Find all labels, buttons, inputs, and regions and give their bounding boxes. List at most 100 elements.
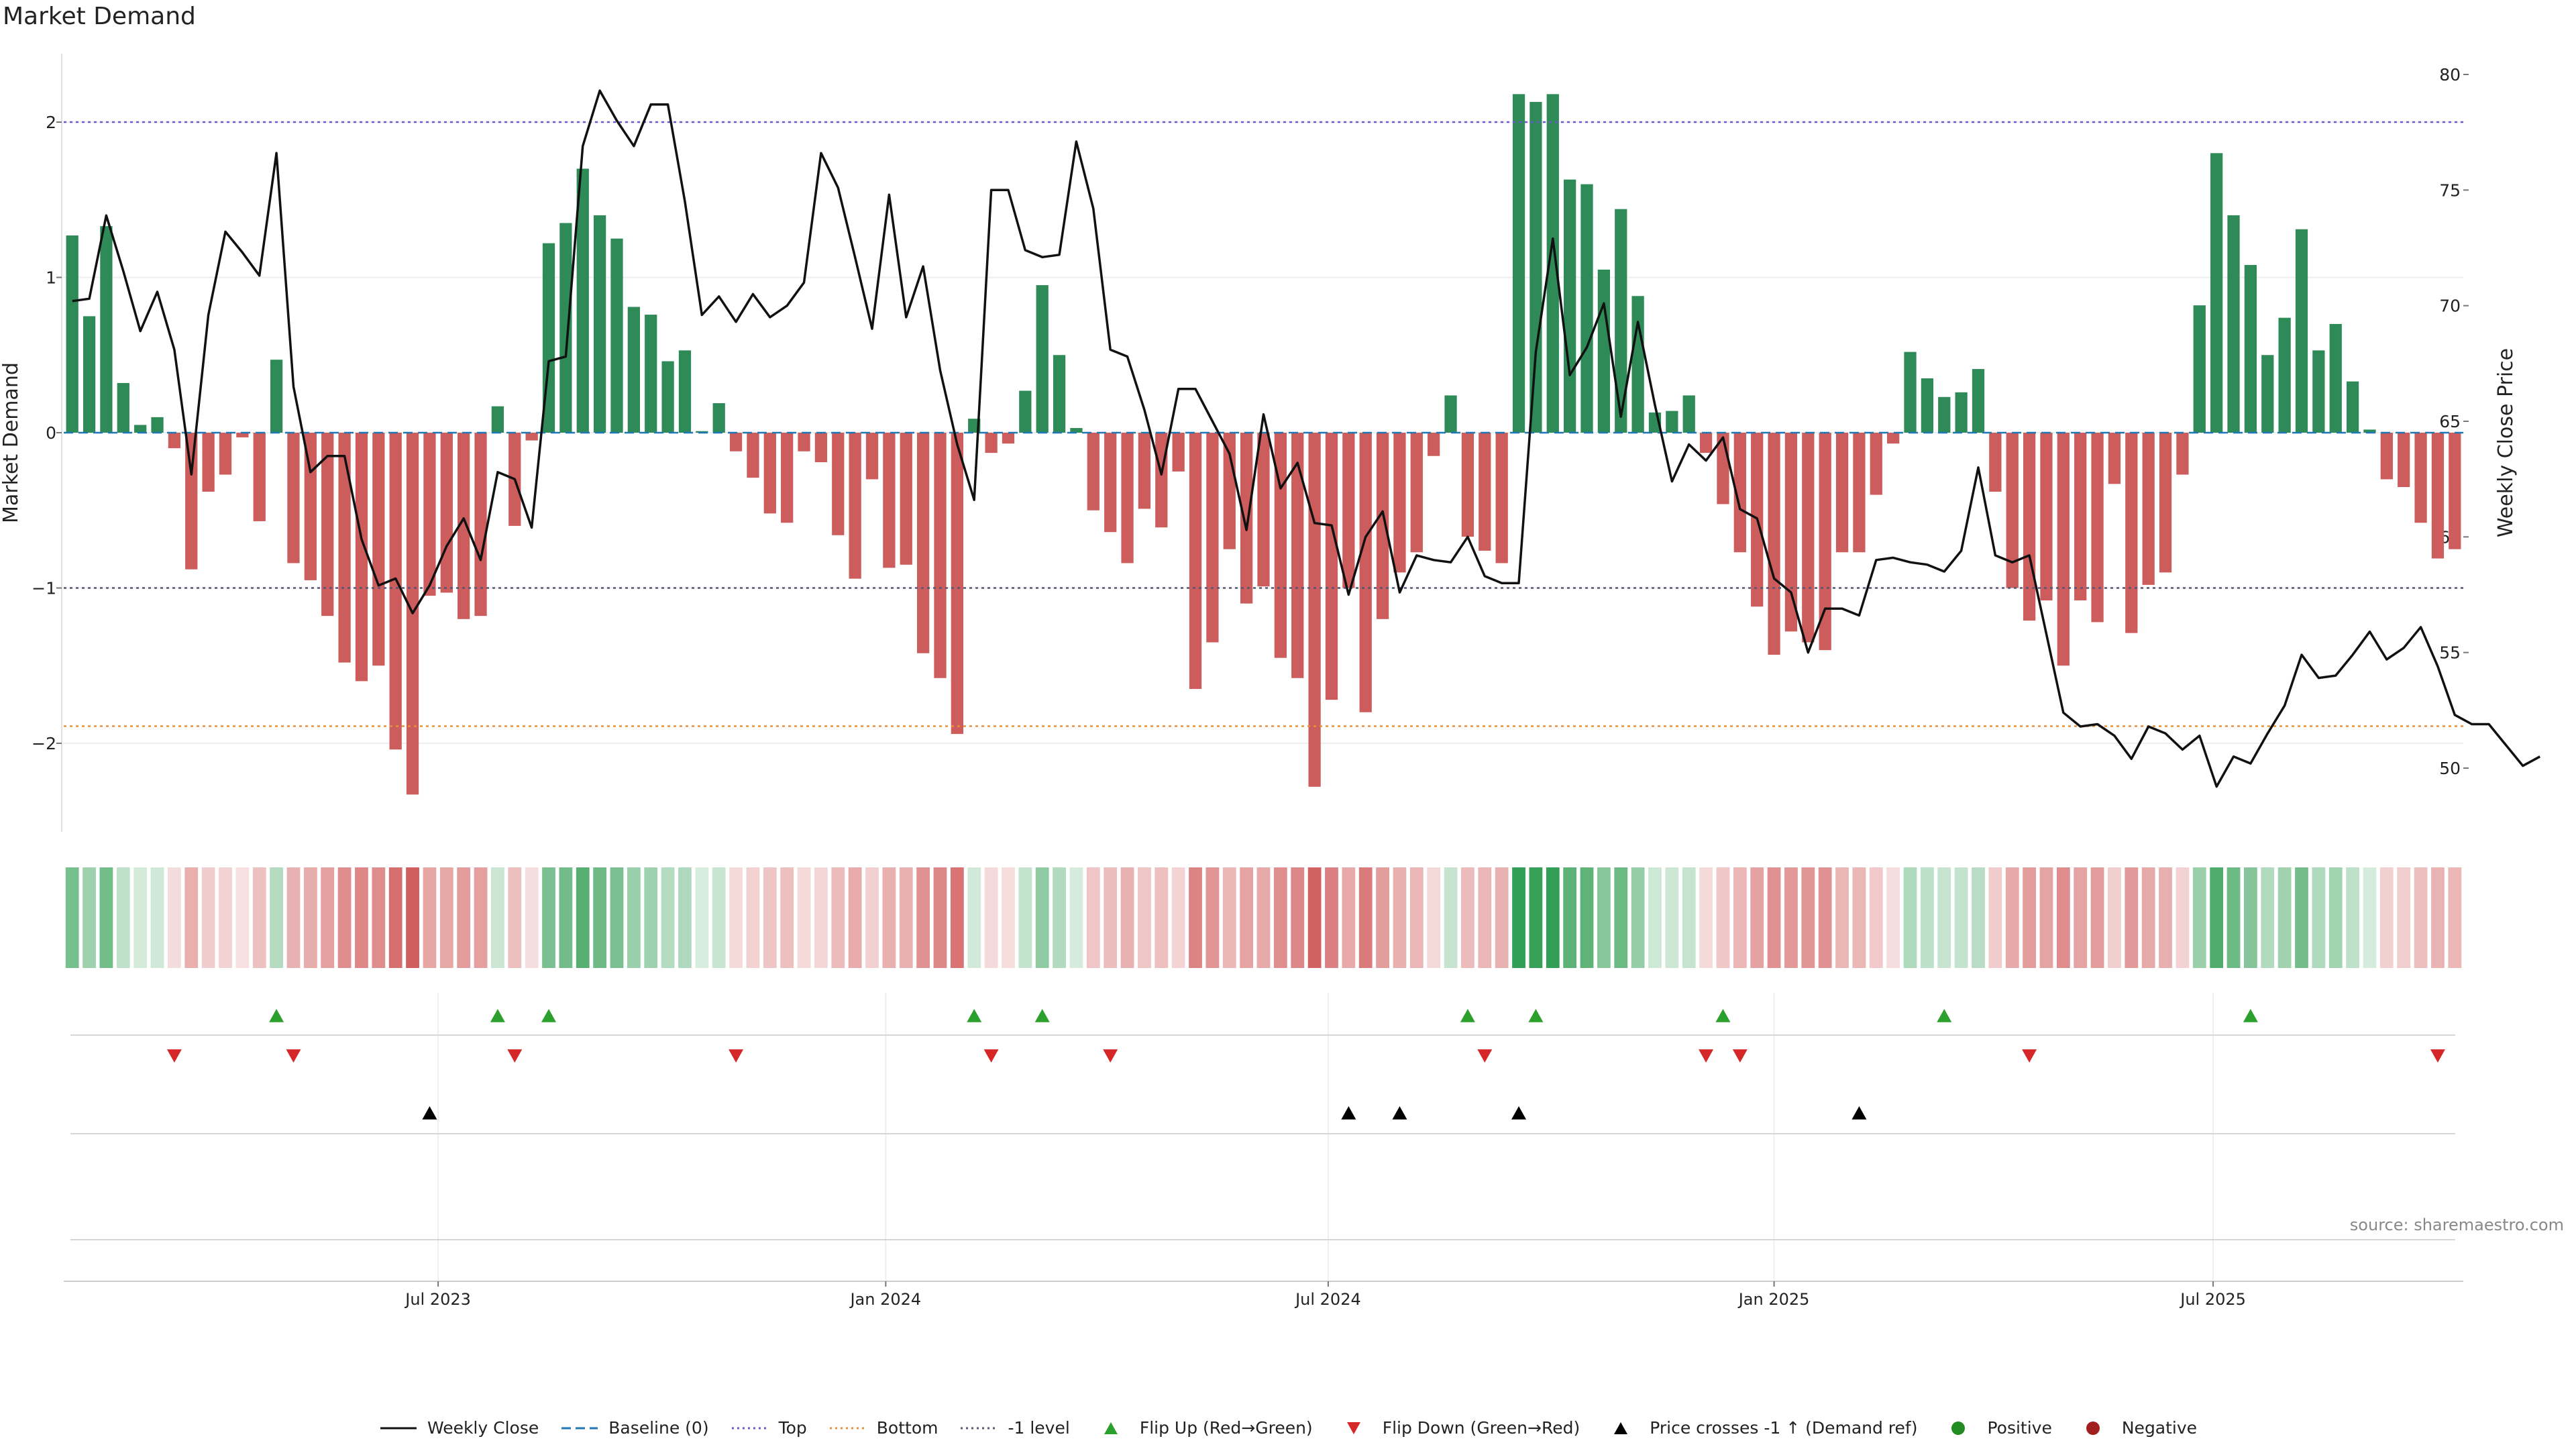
legend-swatch [961, 1427, 998, 1429]
heat-cell-negative [184, 867, 199, 968]
legend-label: Weekly Close [427, 1418, 539, 1438]
heat-cell-positive [1053, 867, 1066, 968]
heat-cell-negative [525, 867, 539, 968]
demand-bar-negative [474, 433, 487, 616]
heat-cell-negative [729, 867, 743, 968]
legend-swatch [1951, 1421, 1966, 1435]
right-axis-tick-label: 70 [2439, 297, 2461, 316]
demand-bar-negative [2057, 433, 2070, 666]
legend-item-bottom: Bottom [828, 1418, 938, 1438]
demand-bar-negative [1189, 433, 1202, 689]
heat-cell-negative [814, 867, 828, 968]
heat-cell-negative [2108, 867, 2121, 968]
heat-cell-negative [2090, 867, 2104, 968]
demand-bar-negative [2398, 433, 2410, 488]
right-axis-tick-label: 75 [2439, 180, 2461, 200]
heat-cell-positive [2210, 867, 2224, 968]
demand-bar-negative [883, 433, 896, 568]
heat-cell-positive [967, 867, 981, 968]
heat-cell-negative [1461, 867, 1474, 968]
heat-cell-negative [1393, 867, 1407, 968]
price-cross-marker [1341, 1106, 1356, 1120]
heat-cell-positive [1648, 867, 1662, 968]
flip-up-marker [967, 1009, 982, 1022]
price-cross-marker [1392, 1106, 1407, 1120]
demand-bar-negative [1428, 433, 1440, 456]
demand-bar-positive [1631, 296, 1644, 433]
heat-cell-negative [2141, 867, 2155, 968]
heat-cell-negative [1427, 867, 1441, 968]
heat-cell-positive [2226, 867, 2241, 968]
demand-bar-negative [2142, 433, 2155, 585]
heat-cell-positive [1665, 867, 1679, 968]
heat-cell-positive [2346, 867, 2359, 968]
heat-cell-negative [474, 867, 488, 968]
legend-swatch [561, 1427, 598, 1429]
demand-bar-positive [151, 417, 164, 433]
legend-label: Bottom [876, 1418, 938, 1438]
heat-cell-negative [355, 867, 368, 968]
left-axis-tick-label: −2 [32, 734, 56, 753]
heat-cell-positive [99, 867, 113, 968]
demand-bar-positive [1444, 395, 1457, 433]
flip-up-marker [541, 1009, 557, 1022]
demand-bar-negative [985, 433, 998, 453]
heat-cell-negative [2176, 867, 2190, 968]
demand-bar-positive [576, 168, 589, 433]
demand-bar-negative [1393, 433, 1406, 573]
heat-cell-positive [2295, 867, 2308, 968]
heat-cell-positive [133, 867, 148, 968]
heat-cell-positive [2363, 867, 2377, 968]
heat-cell-positive [2243, 867, 2257, 968]
heat-cell-positive [65, 867, 79, 968]
heat-cell-negative [406, 867, 419, 968]
heat-cell-negative [1325, 867, 1338, 968]
heat-cell-positive [678, 867, 692, 968]
demand-bar-negative [1870, 433, 1882, 495]
demand-bar-negative [1325, 433, 1338, 700]
legend-label: Positive [1987, 1418, 2052, 1438]
flip-up-marker [269, 1009, 284, 1022]
heat-cell-positive [593, 867, 607, 968]
heat-cell-negative [201, 867, 215, 968]
heat-cell-negative [2039, 867, 2053, 968]
legend-label: Top [778, 1418, 807, 1438]
demand-bar-positive [1564, 179, 1576, 433]
legend-label: Price crosses -1 ↑ (Demand ref) [1650, 1418, 1918, 1438]
demand-bar-positive [100, 226, 113, 433]
demand-bar-negative [1989, 433, 2002, 492]
legend-item-flip-down: Flip Down (Green→Red) [1334, 1418, 1580, 1438]
heat-cell-positive [116, 867, 130, 968]
demand-bar-positive [610, 238, 623, 433]
demand-bar-positive [645, 315, 657, 433]
heat-cell-positive [1903, 867, 1917, 968]
heat-cell-negative [1273, 867, 1287, 968]
legend-swatch [731, 1427, 768, 1429]
heat-cell-positive [1972, 867, 1985, 968]
demand-bar-negative [1768, 433, 1780, 655]
heat-cell-positive [1631, 867, 1645, 968]
demand-bar-positive [1904, 352, 1917, 433]
legend: Weekly Close Baseline (0) Top Bottom -1 leve… [0, 1418, 2576, 1440]
demand-bar-negative [2380, 433, 2393, 480]
heat-cell-positive [150, 867, 164, 968]
heat-cell-positive [1563, 867, 1577, 968]
heat-cell-negative [797, 867, 811, 968]
demand-bar-negative [951, 433, 963, 735]
legend-item-positive: Positive [1939, 1418, 2052, 1438]
heat-cell-negative [235, 867, 250, 968]
heat-cell-negative [1189, 867, 1202, 968]
legend-swatch [1614, 1421, 1628, 1434]
demand-bar-positive [1036, 285, 1049, 433]
heat-cell-negative [2074, 867, 2088, 968]
heat-cell-positive [644, 867, 658, 968]
heat-cell-positive [1546, 867, 1560, 968]
demand-bar-negative [525, 433, 538, 441]
heat-cell-negative [1291, 867, 1305, 968]
demand-bar-positive [1682, 395, 1695, 433]
demand-bar-positive [1615, 209, 1627, 433]
heat-cell-negative [1716, 867, 1730, 968]
demand-bar-positive [2278, 317, 2291, 433]
legend-item-negative: Negative [2074, 1418, 2197, 1438]
heat-cell-positive [491, 867, 504, 968]
